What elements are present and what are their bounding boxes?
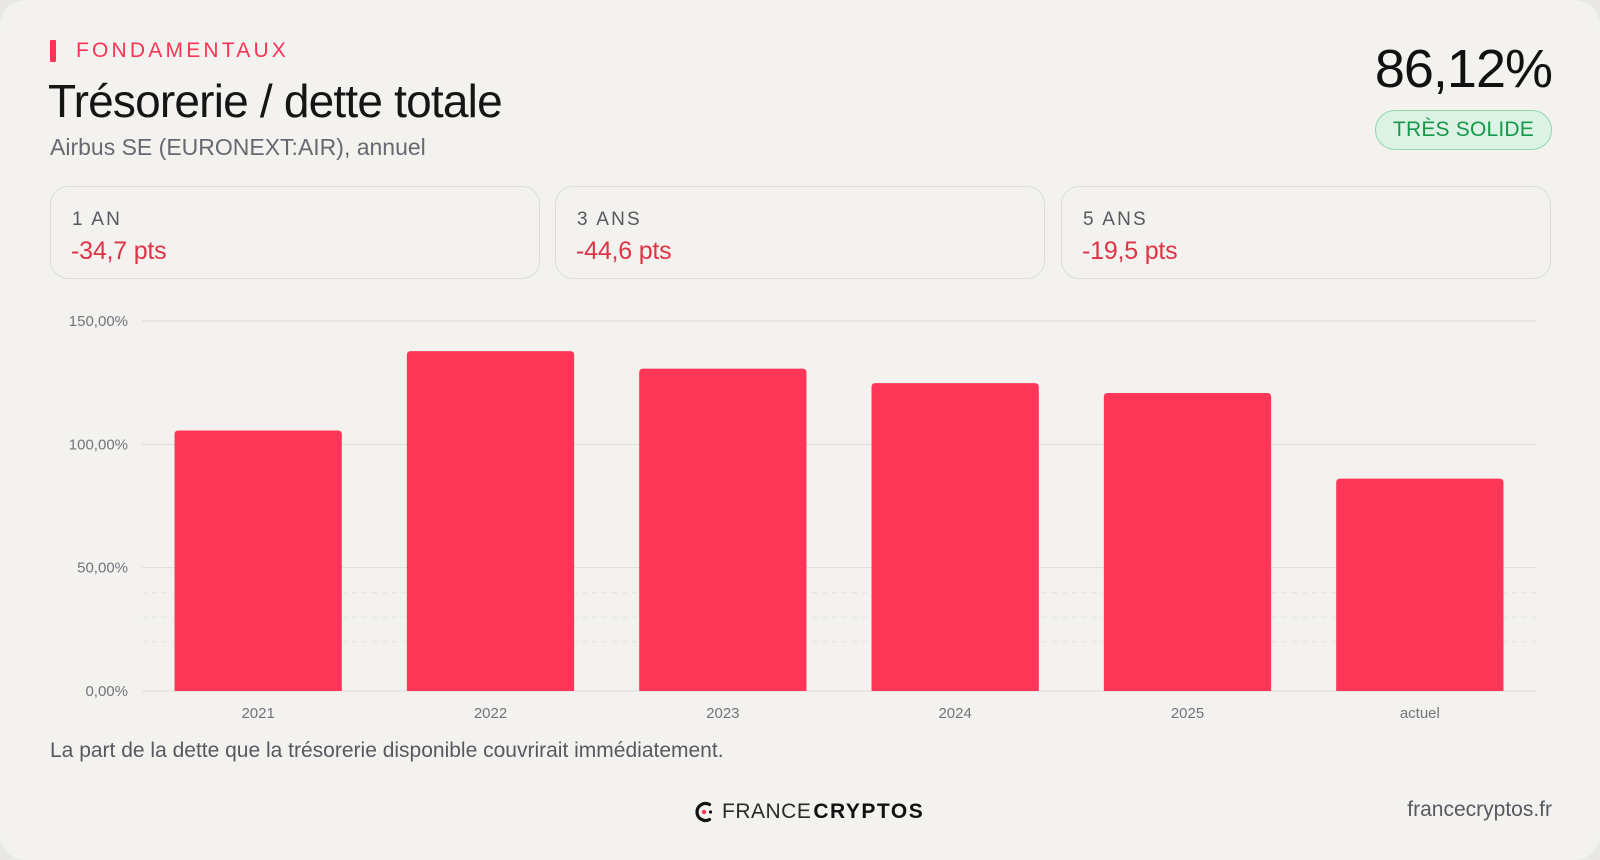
bar-2022	[406, 351, 575, 691]
x-tick-label: 2022	[474, 705, 507, 722]
bar-2024	[871, 383, 1039, 691]
bar-2021	[174, 430, 342, 691]
x-tick-label: 2021	[241, 705, 274, 722]
y-tick-label: 50,00%	[77, 560, 128, 577]
stat-card-1y: 1 AN -34,7 pts	[50, 186, 540, 279]
y-tick-label: 150,00%	[69, 313, 128, 330]
bar-chart: 0,00% 50,00% 100,00% 150,00% 2021 2022 2023 202…	[69, 313, 1536, 722]
x-tick-label: 2023	[706, 705, 739, 722]
kicker: FONDAMENTAUX	[50, 39, 290, 62]
brand-logo: FRANCE CRYPTOS	[694, 799, 924, 825]
stat-label: 1 AN	[72, 209, 122, 230]
kicker-label: FONDAMENTAUX	[76, 39, 290, 62]
page-subtitle: Airbus SE (EURONEXT:AIR), annuel	[50, 134, 426, 160]
kicker-accent-bar	[50, 40, 56, 62]
status-badge: TRÈS SOLIDE	[1374, 110, 1552, 150]
france-cryptos-logo-icon	[695, 801, 713, 823]
logo-text-bold: CRYPTOS	[813, 800, 925, 823]
x-tick-label: 2024	[938, 705, 971, 722]
stat-value: -34,7 pts	[71, 237, 167, 265]
x-tick-label: 2025	[1171, 705, 1204, 722]
y-tick-label: 0,00%	[85, 683, 128, 700]
stats-row: 1 AN -34,7 pts 3 ANS -44,6 pts 5 ANS -19…	[50, 186, 1551, 279]
bar-2023	[639, 368, 807, 691]
stat-label: 3 ANS	[577, 209, 642, 230]
stat-value: -44,6 pts	[576, 237, 672, 265]
y-tick-label: 100,00%	[69, 436, 128, 453]
bar-actuel	[1336, 478, 1504, 691]
logo-text-light: FRANCE	[722, 800, 812, 823]
page-title: Trésorerie / dette totale	[48, 75, 503, 127]
current-value: 86,12%	[1374, 39, 1553, 99]
stat-label: 5 ANS	[1083, 209, 1148, 230]
stat-card-5y: 5 ANS -19,5 pts	[1061, 186, 1551, 279]
site-link[interactable]: francecryptos.fr	[1407, 798, 1552, 821]
x-tick-label: actuel	[1400, 705, 1440, 722]
chart-caption: La part de la dette que la trésorerie di…	[50, 739, 724, 762]
stat-value: -19,5 pts	[1082, 237, 1178, 265]
stat-card-3y: 3 ANS -44,6 pts	[555, 186, 1045, 279]
bar-2025	[1103, 393, 1272, 691]
